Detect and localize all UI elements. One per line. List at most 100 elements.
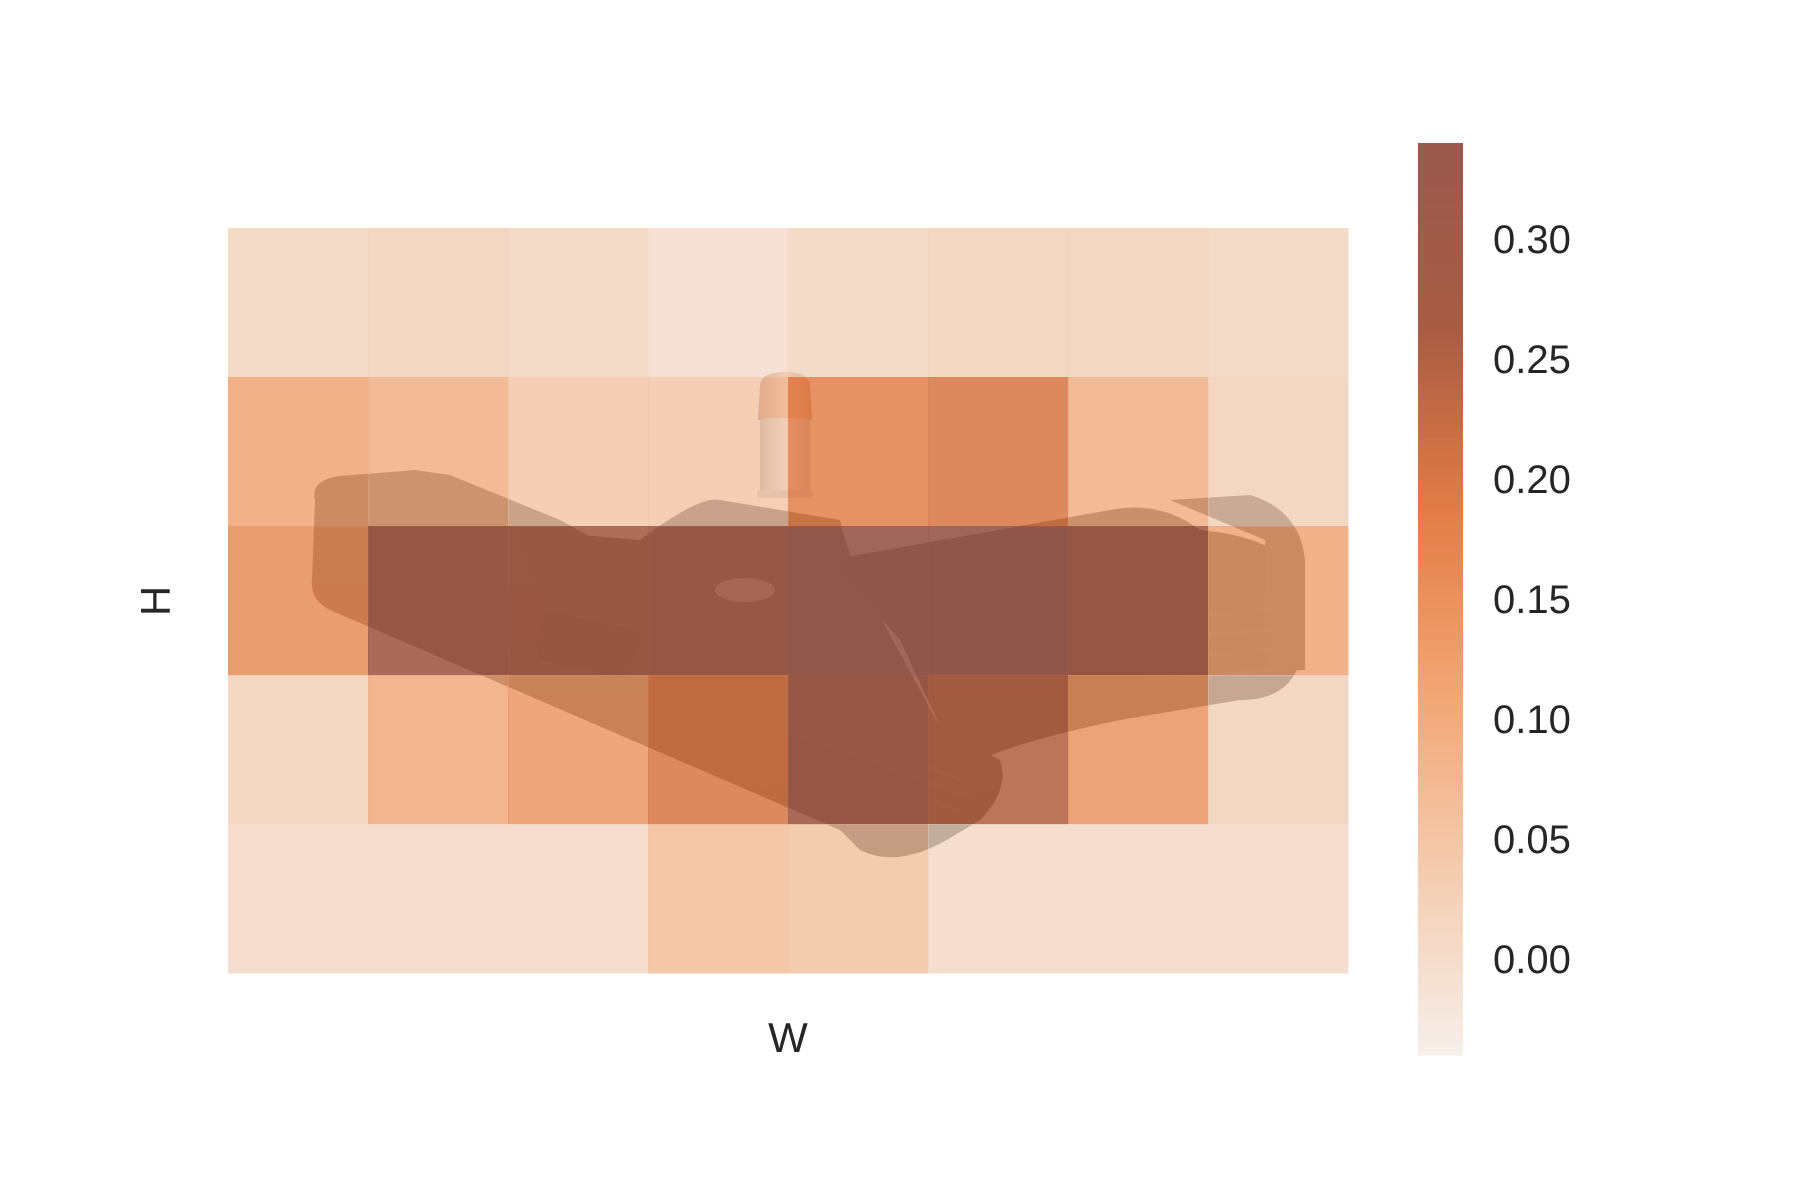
colorbar-stripe xyxy=(1418,877,1463,884)
colorbar-stripe xyxy=(1418,441,1463,448)
heatmap-cell-r1-c3 xyxy=(648,377,789,527)
colorbar-stripe xyxy=(1418,153,1463,159)
colorbar-stripe xyxy=(1418,725,1463,732)
colorbar-stripe xyxy=(1418,1039,1463,1046)
colorbar-stripe xyxy=(1418,345,1463,352)
colorbar-stripe xyxy=(1418,310,1463,316)
colorbar-stripe xyxy=(1418,396,1463,402)
colorbar-stripe xyxy=(1418,198,1463,205)
colorbar-stripe xyxy=(1418,431,1463,438)
heatmap-cell-r3-c3 xyxy=(648,675,789,825)
heatmap-cell-r1-c5 xyxy=(928,377,1069,527)
heatmap-cell-r3-c0 xyxy=(228,675,369,825)
heatmap-cell-r2-c7 xyxy=(1208,526,1349,676)
colorbar-stripe xyxy=(1418,857,1463,864)
colorbar-stripe xyxy=(1418,659,1463,666)
colorbar: 0.00 0.05 0.10 0.15 0.20 0.25 0.30 xyxy=(1418,143,1571,1056)
colorbar-stripe xyxy=(1418,578,1463,585)
colorbar-stripe xyxy=(1418,791,1463,798)
colorbar-tick-label: 0.15 xyxy=(1493,578,1571,622)
colorbar-stripe xyxy=(1418,548,1463,554)
colorbar-stripe xyxy=(1418,482,1463,489)
colorbar-stripe xyxy=(1418,376,1463,382)
colorbar-stripe xyxy=(1418,330,1463,337)
colorbar-stripe xyxy=(1418,619,1463,625)
heatmap-cell-r3-c2 xyxy=(508,675,649,825)
colorbar-stripe xyxy=(1418,533,1463,539)
colorbar-stripe xyxy=(1418,305,1463,311)
heatmap-cell-r0-c5 xyxy=(928,228,1069,378)
colorbar-stripe xyxy=(1418,827,1463,833)
colorbar-stripe xyxy=(1418,968,1463,975)
colorbar-stripe xyxy=(1418,1019,1463,1026)
colorbar-stripe xyxy=(1418,523,1463,529)
colorbar-stripe xyxy=(1418,188,1463,195)
colorbar-stripe xyxy=(1418,295,1463,301)
colorbar-stripe xyxy=(1418,1024,1463,1031)
colorbar-stripe xyxy=(1418,958,1463,965)
colorbar-stripe xyxy=(1418,933,1463,940)
colorbar-stripe xyxy=(1418,973,1463,980)
colorbar-stripe xyxy=(1418,426,1463,433)
heatmap-cell-r0-c2 xyxy=(508,228,649,378)
colorbar-stripe xyxy=(1418,979,1463,985)
colorbar-stripe xyxy=(1418,852,1463,858)
colorbar-stripe xyxy=(1418,203,1463,210)
colorbar-stripe xyxy=(1418,320,1463,326)
colorbar-stripe xyxy=(1418,1014,1463,1021)
colorbar-stripe xyxy=(1418,781,1463,788)
colorbar-stripe xyxy=(1418,842,1463,848)
heatmap-cell-r3-c5 xyxy=(928,675,1069,825)
colorbar-stripe xyxy=(1418,664,1463,671)
colorbar-stripe xyxy=(1418,386,1463,392)
colorbar-stripe xyxy=(1418,350,1463,357)
colorbar-stripe xyxy=(1418,543,1463,549)
colorbar-stripe xyxy=(1418,604,1463,610)
heatmap-cell-r2-c2 xyxy=(508,526,649,676)
colorbar-tick-label: 0.20 xyxy=(1493,458,1571,502)
colorbar-stripe xyxy=(1418,462,1463,468)
colorbar-stripe xyxy=(1418,669,1463,676)
colorbar-stripe xyxy=(1418,639,1463,646)
colorbar-stripe xyxy=(1418,796,1463,803)
colorbar-stripe xyxy=(1418,452,1463,458)
colorbar-stripe xyxy=(1418,563,1463,570)
heatmap-cell-r4-c7 xyxy=(1208,824,1349,974)
heatmap-cell-r0-c4 xyxy=(788,228,929,378)
colorbar-stripe xyxy=(1418,183,1463,190)
colorbar-stripe xyxy=(1418,1009,1463,1016)
colorbar-stripe xyxy=(1418,720,1463,727)
colorbar-stripe xyxy=(1418,593,1463,600)
colorbar-stripe xyxy=(1418,821,1463,828)
colorbar-stripe xyxy=(1418,416,1463,423)
colorbar-stripes xyxy=(1418,143,1463,1056)
colorbar-stripe xyxy=(1418,512,1463,519)
colorbar-stripe xyxy=(1418,497,1463,504)
colorbar-stripe xyxy=(1418,756,1463,762)
colorbar-stripe xyxy=(1418,259,1463,266)
colorbar-stripe xyxy=(1418,801,1463,808)
colorbar-tick-label: 0.05 xyxy=(1493,818,1571,862)
colorbar-stripe xyxy=(1418,599,1463,605)
colorbar-stripe xyxy=(1418,340,1463,347)
heatmap-cell-r3-c1 xyxy=(368,675,509,825)
colorbar-stripe xyxy=(1418,882,1463,889)
colorbar-stripe xyxy=(1418,477,1463,484)
colorbar-stripe xyxy=(1418,654,1463,661)
x-axis-label: W xyxy=(768,1014,808,1061)
colorbar-stripe xyxy=(1418,897,1463,904)
colorbar-stripe xyxy=(1418,502,1463,509)
heatmap-cell-r2-c6 xyxy=(1068,526,1209,676)
colorbar-stripe xyxy=(1418,887,1463,894)
colorbar-stripe xyxy=(1418,908,1463,914)
colorbar-stripe xyxy=(1418,325,1463,332)
heatmap-cell-r3-c6 xyxy=(1068,675,1209,825)
colorbar-stripe xyxy=(1418,234,1463,240)
colorbar-stripe xyxy=(1418,690,1463,696)
heatmap-cell-r4-c3 xyxy=(648,824,789,974)
colorbar-stripe xyxy=(1418,913,1463,919)
colorbar-stripe xyxy=(1418,1034,1463,1041)
colorbar-stripe xyxy=(1418,568,1463,575)
colorbar-stripe xyxy=(1418,923,1463,929)
colorbar-stripe xyxy=(1418,776,1463,782)
